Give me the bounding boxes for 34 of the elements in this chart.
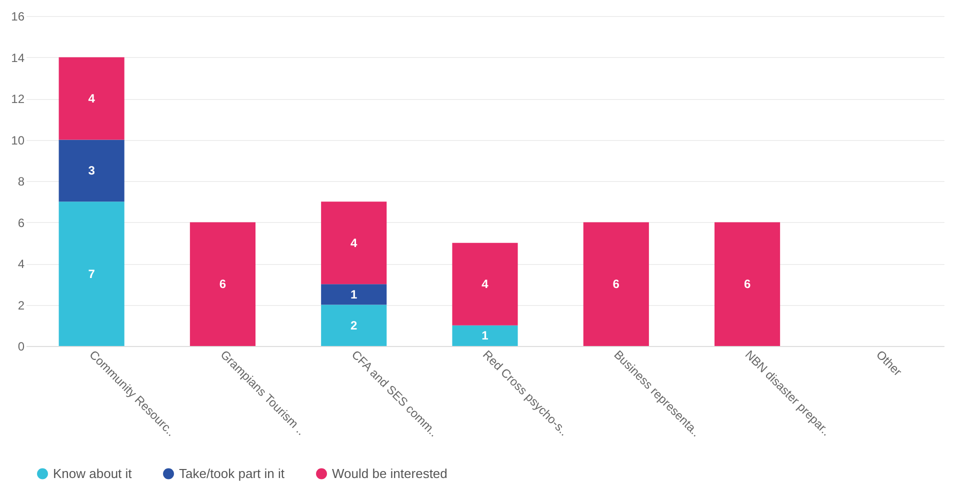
legend-label: Take/took part in it [179,466,285,481]
bar [58,140,124,202]
data-label: 6 [612,277,620,292]
y-tick-label: 6 [18,216,25,230]
data-label: 1 [482,328,489,343]
y-tick-label: 16 [11,10,25,24]
bar [321,304,387,346]
bar [583,222,649,346]
bar [58,202,124,346]
y-tick-label: 4 [18,257,25,271]
bar [321,284,387,305]
data-label: 4 [482,277,489,292]
data-label: 3 [88,164,96,178]
y-tick-label: 2 [18,298,25,312]
data-label: 4 [350,236,358,250]
bar [58,57,124,140]
data-label: 7 [88,266,96,281]
bar [452,242,518,326]
y-tick-label: 8 [18,174,25,188]
legend-label: Know about it [53,466,132,481]
data-label: 6 [219,277,226,292]
y-tick-label: 10 [11,133,25,148]
data-label: 4 [88,92,96,106]
data-label: 1 [350,287,358,302]
data-label: 2 [350,318,358,332]
bar [190,222,256,346]
bar [714,222,780,346]
y-tick-label: 0 [18,340,25,354]
data-label: 6 [744,277,751,292]
legend-label: Would be interested [332,466,448,481]
y-tick-label: 14 [11,50,25,65]
y-tick-label: 12 [11,92,25,106]
bar [321,202,387,284]
bar [452,325,518,346]
